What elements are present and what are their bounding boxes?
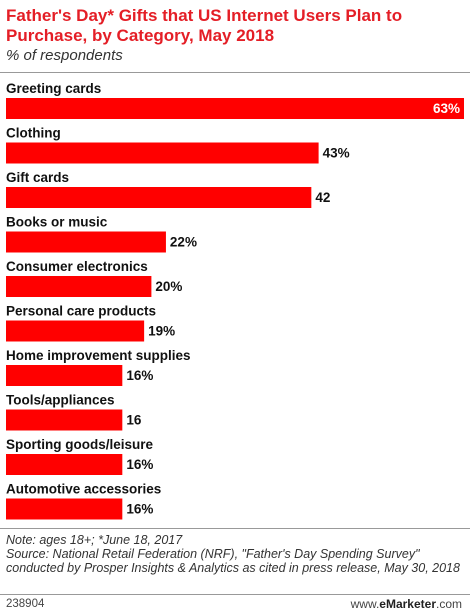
chart-notes: Note: ages 18+; *June 18, 2017 Source: N…	[6, 533, 466, 575]
category-label: Tools/appliances	[6, 393, 115, 408]
brand-name: eMarketer	[379, 597, 436, 611]
category-label: Clothing	[6, 126, 61, 141]
chart-id: 238904	[6, 598, 45, 610]
bar	[6, 98, 464, 119]
value-label: 43%	[323, 146, 350, 161]
bar	[6, 187, 312, 208]
brand-link[interactable]: www.eMarketer.com	[351, 597, 462, 611]
source-text: Source: National Retail Federation (NRF)…	[6, 547, 460, 575]
bar	[6, 498, 123, 520]
bar	[6, 365, 123, 386]
bar	[6, 142, 319, 164]
chart-subtitle: % of respondents	[6, 47, 123, 64]
bar	[6, 231, 166, 253]
category-label: Consumer electronics	[6, 259, 148, 274]
note-text: Note: ages 18+; *June 18, 2017	[6, 533, 183, 547]
bar	[6, 320, 145, 342]
bar	[6, 276, 152, 297]
value-label: 19%	[148, 324, 175, 339]
category-label: Greeting cards	[6, 81, 101, 96]
brand-prefix: www.	[350, 597, 380, 611]
brand-suffix: .com	[435, 597, 462, 611]
footer-divider	[0, 594, 470, 595]
value-label: 20%	[155, 279, 182, 294]
bar-chart: Greeting cards 63% Clothing 43% Gift cards 42…	[6, 81, 464, 520]
value-label: 63%	[433, 101, 460, 116]
value-label: 22%	[170, 235, 197, 250]
category-label: Sporting goods/leisure	[6, 437, 154, 452]
header-divider	[0, 72, 470, 73]
category-label: Home improvement supplies	[6, 348, 191, 363]
bar	[6, 409, 123, 431]
category-label: Gift cards	[6, 170, 69, 185]
value-label: 42	[315, 190, 330, 205]
bar	[6, 454, 123, 475]
chart-title: Father's Day* Gifts that US Internet Use…	[6, 6, 403, 45]
value-label: 16%	[126, 368, 153, 383]
value-label: 16%	[126, 457, 153, 472]
notes-divider	[0, 528, 470, 529]
value-label: 16	[126, 413, 142, 428]
category-label: Automotive accessories	[6, 482, 161, 497]
category-label: Books or music	[6, 215, 108, 230]
category-label: Personal care products	[6, 304, 156, 319]
value-label: 16%	[126, 502, 153, 517]
